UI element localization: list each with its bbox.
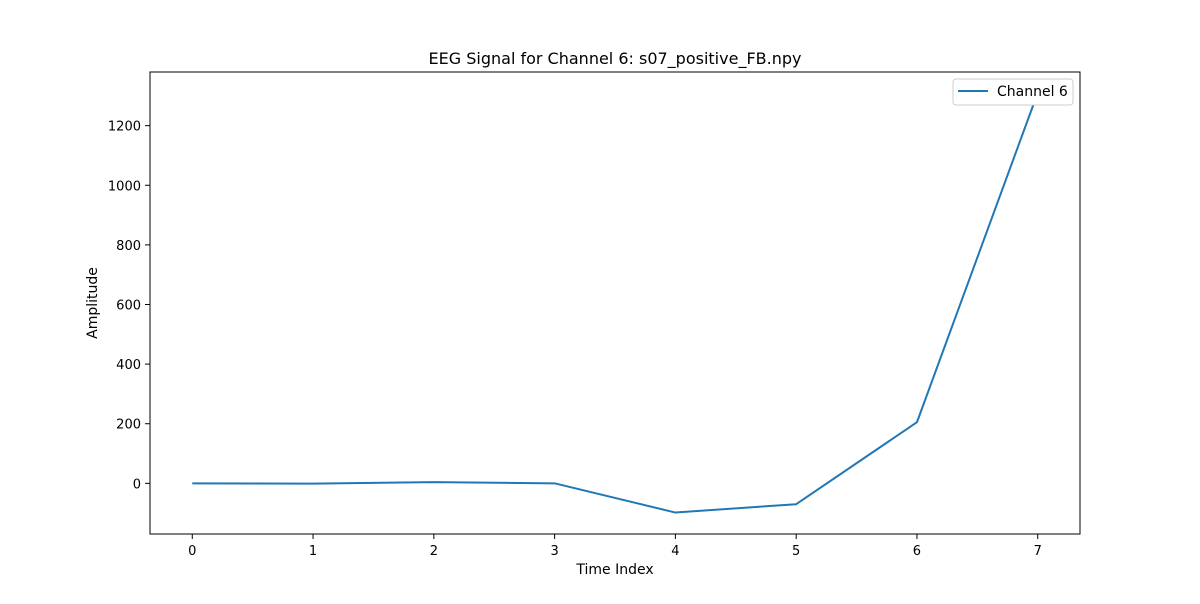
x-tick-label: 2 [430,544,438,559]
y-axis-label: Amplitude [85,267,101,339]
x-tick-label: 6 [913,544,921,559]
y-axis: 0 200 400 600 800 1000 1200 [108,120,150,492]
chart-title: EEG Signal for Channel 6: s07_positive_F… [429,49,802,69]
y-tick-label: 1000 [108,179,141,194]
x-tick-label: 5 [792,544,800,559]
legend-label-channel-6: Channel 6 [997,84,1068,100]
x-tick-label: 0 [188,544,196,559]
x-tick-label: 1 [309,544,317,559]
axes-frame [149,71,1081,535]
y-tick-label: 1200 [108,120,141,135]
legend: Channel 6 [952,78,1074,106]
x-axis-label: Time Index [575,562,653,578]
y-tick-label: 600 [116,298,141,313]
x-tick-label: 4 [671,544,679,559]
x-tick-label: 7 [1034,544,1042,559]
x-tick-label: 3 [550,544,558,559]
y-tick-label: 800 [116,239,141,254]
legend-box [952,78,1074,106]
x-axis: 0 1 2 3 4 5 6 7 [188,534,1042,559]
y-tick-label: 0 [133,477,141,492]
series-line-channel-6 [192,92,1039,514]
y-tick-label: 400 [116,358,141,373]
y-tick-label: 200 [116,418,141,433]
plot-area: 0 1 2 3 4 5 6 7 0 200 400 600 800 1000 1200 [108,71,1081,559]
